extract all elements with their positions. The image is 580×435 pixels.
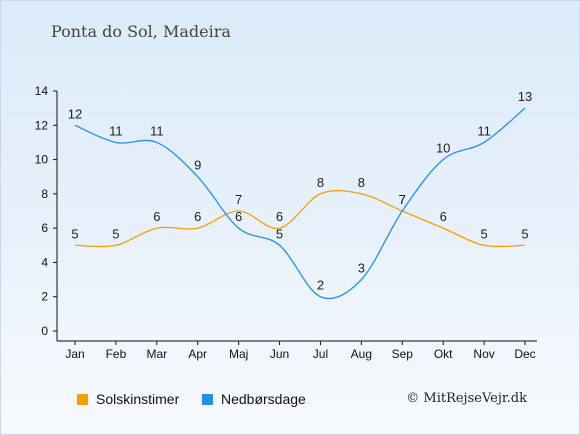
data-label-rain-days: 7	[399, 192, 406, 207]
data-label-sunshine: 5	[521, 226, 528, 241]
data-label-rain-days: 5	[276, 226, 283, 241]
data-label-sunshine: 5	[112, 226, 119, 241]
data-label-rain-days: 11	[477, 123, 491, 138]
x-tick-label: Feb	[106, 347, 127, 361]
legend-swatch-rain-days	[202, 393, 213, 405]
x-tick-label: Apr	[188, 347, 207, 361]
y-tick-label: 6	[41, 221, 48, 235]
legend-swatch-sunshine	[77, 393, 88, 405]
data-label-sunshine: 6	[276, 209, 283, 224]
x-tick-label: Mar	[146, 347, 167, 361]
data-label-rain-days: 9	[194, 158, 201, 173]
x-tick-label: Jun	[270, 347, 289, 361]
legend-label-sunshine: Solskinstimer	[96, 391, 180, 407]
x-tick-label: Okt	[434, 347, 453, 361]
data-label-sunshine: 5	[71, 226, 78, 241]
data-label-rain-days: 2	[317, 278, 324, 293]
y-tick-label: 12	[35, 118, 49, 132]
legend-item-sunshine: Solskinstimer	[77, 391, 179, 407]
data-label-rain-days: 11	[109, 123, 123, 138]
data-label-sunshine: 6	[194, 209, 201, 224]
data-label-sunshine: 7	[399, 192, 406, 207]
data-label-rain-days: 6	[235, 209, 242, 224]
data-label-sunshine: 5	[480, 226, 487, 241]
y-tick-label: 8	[41, 187, 48, 201]
y-tick-label: 10	[35, 153, 49, 167]
data-label-rain-days: 11	[150, 123, 164, 138]
data-label-sunshine: 6	[153, 209, 160, 224]
chart-axes: 0 2 4 6 8 10 12 14 Jan Feb Mar Apr Maj Jun Jul Aug Sep Ok…	[35, 84, 537, 361]
legend-label-rain-days: Nedbørsdage	[221, 391, 306, 407]
series-line-sunshine	[74, 189, 526, 248]
y-tick-label: 2	[41, 290, 48, 304]
data-label-sunshine: 8	[317, 175, 324, 190]
series-layer	[74, 107, 526, 300]
y-tick-label: 0	[41, 324, 48, 338]
x-tick-label: Maj	[229, 347, 248, 361]
series-line-rain-days	[74, 107, 526, 300]
x-tick-label: Sep	[392, 347, 414, 361]
legend-item-rain-days: Nedbørsdage	[202, 391, 306, 407]
data-label-rain-days: 12	[68, 106, 82, 121]
x-tick-label: Jul	[313, 347, 328, 361]
x-tick-label: Nov	[473, 347, 494, 361]
data-label-rain-days: 13	[518, 89, 532, 104]
x-tick-label: Jan	[65, 347, 84, 361]
x-tick-label: Aug	[351, 347, 372, 361]
data-label-rain-days: 3	[358, 261, 365, 276]
x-tick-label: Dec	[514, 347, 535, 361]
data-label-rain-days: 10	[436, 141, 450, 156]
chart-title: Ponta do Sol, Madeira	[51, 22, 231, 41]
copyright-notice: © MitRejseVejr.dk	[406, 391, 527, 406]
data-label-sunshine: 8	[358, 175, 365, 190]
y-tick-label: 14	[35, 84, 49, 98]
data-label-sunshine: 6	[440, 209, 447, 224]
data-label-sunshine: 7	[235, 192, 242, 207]
y-tick-label: 4	[41, 255, 48, 269]
